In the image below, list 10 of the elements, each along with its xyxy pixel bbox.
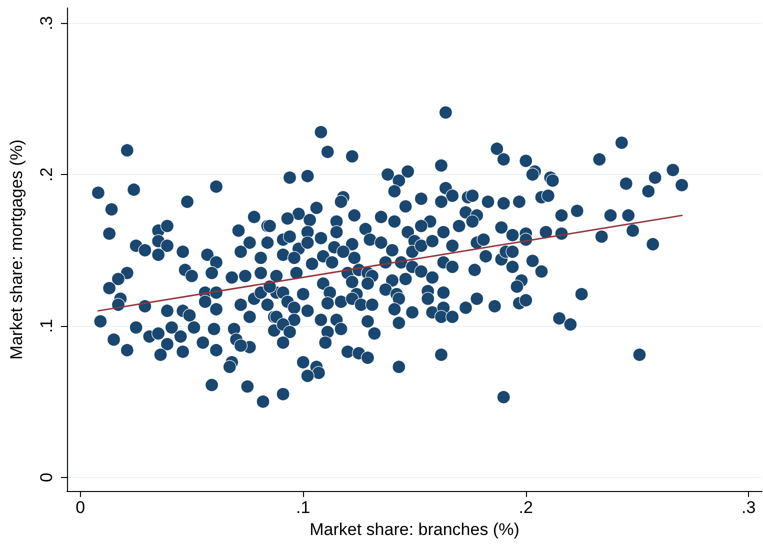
x-tick-label: .2 xyxy=(518,498,533,517)
y-tick-label: .3 xyxy=(37,16,56,30)
x-axis-title: Market share: branches (%) xyxy=(310,520,520,539)
x-tick-label: .3 xyxy=(742,498,756,517)
y-tick-label: .1 xyxy=(37,318,56,334)
y-axis-title: Market share: mortgages (%) xyxy=(7,139,26,360)
y-tick-label: .2 xyxy=(37,167,56,182)
x-tick-label: .1 xyxy=(296,498,310,517)
y-tick-label: 0 xyxy=(37,472,56,482)
x-tick-label: 0 xyxy=(76,498,86,517)
